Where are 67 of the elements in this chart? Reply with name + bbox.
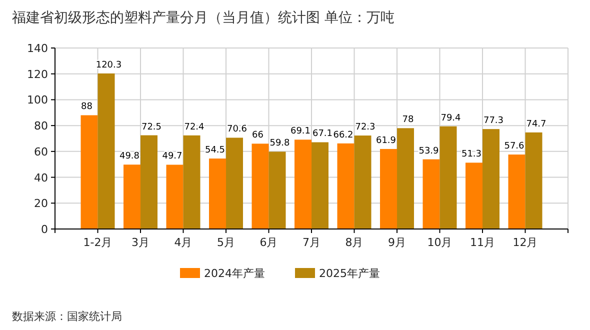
x-tick-label: 10月 [427,236,452,249]
x-tick-label: 1-2月 [83,236,112,249]
bar [525,132,542,229]
bar [466,162,482,229]
x-tick-label: 6月 [260,236,278,249]
data-label: 79.4 [440,113,462,124]
data-label: 57.6 [504,142,525,152]
bar [226,138,243,229]
data-label: 61.9 [376,136,396,146]
data-label: 49.8 [119,152,140,162]
bar [98,73,115,229]
bar [397,128,414,229]
y-tick-label: 100 [27,94,48,107]
y-tick-label: 140 [27,42,48,55]
source-note: 数据来源：国家统计局 [12,310,122,323]
title: 福建省初级形态的塑料产量分月（当月值）统计图 单位：万吨 [12,10,394,26]
data-label: 88 [81,102,93,112]
data-label: 70.6 [226,124,248,135]
bar [252,144,269,229]
data-label: 72.5 [141,122,162,132]
data-label: 69.1 [290,126,311,137]
data-label: 120.3 [96,60,122,70]
bar [440,126,457,229]
bar [482,129,500,229]
bar [80,115,98,229]
data-label: 78 [402,115,414,126]
x-tick-label: 5月 [217,236,235,249]
x-tick-label: 8月 [345,236,364,249]
data-label: 72.3 [355,122,376,133]
y-tick-label: 0 [41,223,48,236]
bar [268,152,286,229]
y-tick-label: 60 [34,145,48,158]
bar [354,136,372,229]
x-tick-label: 11月 [470,236,495,249]
data-label: 49.7 [162,152,182,162]
bar [183,135,200,229]
x-tick-label: 12月 [512,236,538,249]
bar [508,154,526,229]
data-label: 53.9 [418,146,440,156]
bar [294,140,312,229]
data-label: 66.2 [333,130,354,140]
x-tick-label: 3月 [132,236,150,249]
bar [312,142,328,229]
y-tick-label: 120 [27,68,48,81]
legend-label: 2025年产量 [319,267,380,280]
data-label: 54.5 [204,146,226,156]
data-label: 74.7 [526,119,546,130]
legend-label: 2024年产量 [204,267,265,280]
bar [209,158,226,229]
bar [124,164,140,229]
x-tick-label: 4月 [174,236,192,249]
bar [380,148,397,229]
bar [422,159,440,229]
bar [166,164,184,229]
bar [140,135,158,229]
y-tick-label: 20 [34,197,48,210]
data-label: 66 [252,130,264,141]
data-label: 72.4 [184,122,205,132]
bar [337,143,354,229]
x-tick-label: 9月 [388,236,406,249]
x-tick-label: 7月 [302,236,320,249]
y-tick-label: 40 [34,171,48,184]
data-label: 59.8 [270,138,290,149]
y-tick-label: 80 [34,120,48,133]
data-label: 51.3 [461,150,482,160]
data-label: 77.3 [483,116,504,126]
data-label: 67.1 [312,129,333,140]
